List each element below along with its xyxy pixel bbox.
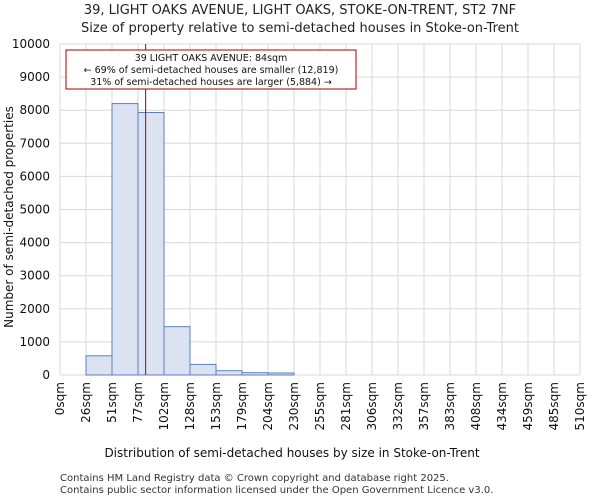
y-tick-label: 8000 [19, 103, 50, 117]
histogram-bar [163, 326, 191, 376]
x-tick-label: 357sqm [417, 382, 431, 430]
x-tick-label: 510sqm [573, 382, 587, 430]
histogram-bar [215, 370, 243, 376]
histogram-bar [189, 363, 217, 376]
histogram-bar [111, 103, 139, 376]
y-tick-label: 7000 [19, 136, 50, 150]
x-tick-label: 281sqm [339, 382, 353, 430]
x-tick-label: 230sqm [287, 382, 301, 430]
annotation-line-1: 39 LIGHT OAKS AVENUE: 84sqm [135, 53, 288, 64]
y-tick-label: 6000 [19, 169, 50, 183]
x-tick-label: 179sqm [235, 382, 249, 430]
bars [85, 103, 295, 376]
x-tick-label: 306sqm [365, 382, 379, 430]
annotation-line-3: 31% of semi-detached houses are larger (… [90, 77, 332, 88]
footer-line-1: Contains HM Land Registry data © Crown c… [60, 473, 449, 484]
x-tick-labels: 0sqm 26sqm 51sqm 77sqm 102sqm 128sqm 153sqm 179… [53, 382, 587, 430]
x-tick-label: 383sqm [443, 382, 457, 430]
y-tick-label: 10000 [12, 37, 50, 51]
histogram-bar [241, 372, 269, 376]
y-tick-label: 2000 [19, 302, 50, 316]
x-tick-label: 204sqm [261, 382, 275, 430]
y-tick-labels: 0 1000 2000 3000 4000 5000 6000 7000 8000 9000 100… [12, 37, 50, 382]
annotation-box: 39 LIGHT OAKS AVENUE: 84sqm ← 69% of sem… [65, 49, 357, 90]
x-tick-label: 408sqm [469, 382, 483, 430]
y-tick-label: 5000 [19, 203, 50, 217]
chart-title: 39, LIGHT OAKS AVENUE, LIGHT OAKS, STOKE… [84, 3, 516, 18]
y-tick-label: 0 [42, 368, 50, 382]
x-tick-label: 128sqm [183, 382, 197, 430]
x-tick-label: 332sqm [391, 382, 405, 430]
x-tick-label: 26sqm [79, 382, 93, 423]
chart-subtitle: Size of property relative to semi-detach… [81, 21, 519, 36]
y-tick-label: 9000 [19, 70, 50, 84]
x-tick-label: 255sqm [313, 382, 327, 430]
x-tick-label: 51sqm [105, 382, 119, 423]
footer-line-2: Contains public sector information licen… [60, 485, 493, 496]
histogram-bar [267, 372, 295, 376]
y-axis-label: Number of semi-detached properties [2, 106, 16, 328]
y-tick-label: 3000 [19, 269, 50, 283]
x-axis-label: Distribution of semi-detached houses by … [104, 446, 479, 460]
histogram-bar [85, 355, 113, 376]
x-tick-label: 153sqm [209, 382, 223, 430]
y-tick-label: 1000 [19, 335, 50, 349]
annotation-line-2: ← 69% of semi-detached houses are smalle… [84, 65, 339, 76]
x-tick-label: 0sqm [53, 382, 67, 415]
x-tick-label: 434sqm [495, 382, 509, 430]
histogram-bar [137, 112, 165, 376]
y-tick-label: 4000 [19, 236, 50, 250]
x-tick-label: 102sqm [157, 382, 171, 430]
x-tick-label: 77sqm [131, 382, 145, 423]
x-tick-label: 485sqm [547, 382, 561, 430]
x-tick-label: 459sqm [521, 382, 535, 430]
